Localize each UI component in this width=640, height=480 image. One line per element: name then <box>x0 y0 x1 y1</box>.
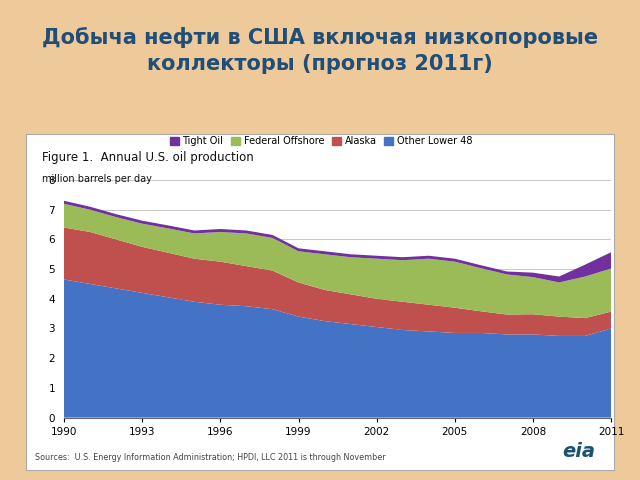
Text: million barrels per day: million barrels per day <box>42 174 152 184</box>
Text: Sources:  U.S. Energy Information Administration; HPDI, LLC 2011 is through Nove: Sources: U.S. Energy Information Adminis… <box>35 453 386 462</box>
Legend: Tight Oil, Federal Offshore, Alaska, Other Lower 48: Tight Oil, Federal Offshore, Alaska, Oth… <box>166 132 476 150</box>
Text: eia: eia <box>563 442 596 461</box>
Text: Figure 1.  Annual U.S. oil production: Figure 1. Annual U.S. oil production <box>42 151 253 164</box>
Text: Добыча нефти в США включая низкопоровые
коллекторы (прогноз 2011г): Добыча нефти в США включая низкопоровые … <box>42 27 598 74</box>
